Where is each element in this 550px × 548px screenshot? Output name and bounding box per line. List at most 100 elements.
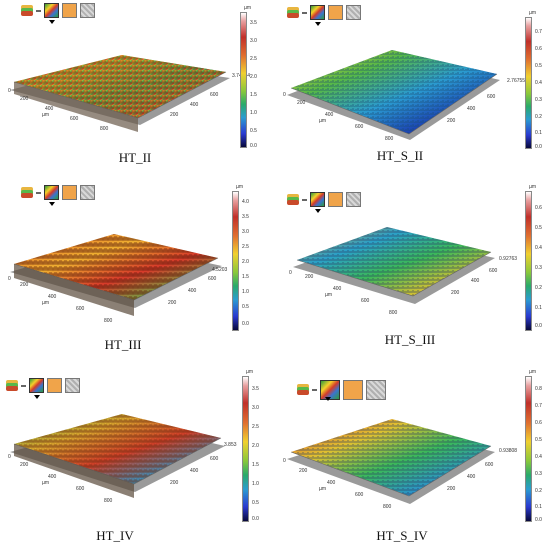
colorbar-tick: 0.4 <box>535 454 542 460</box>
colorbar-tick: 0.5 <box>250 128 257 134</box>
x-tick: 200 <box>299 468 308 474</box>
colorbar-tick: 0.0 <box>242 321 249 327</box>
flat-orange-thumb[interactable] <box>328 5 343 20</box>
colorbar-tick: 1.5 <box>252 462 259 468</box>
colorbar-tick: 1.0 <box>252 481 259 487</box>
origin-label: 0 <box>8 276 11 282</box>
layers-icon[interactable] <box>21 186 33 199</box>
x-tick: 600 <box>355 492 364 498</box>
colorbar-tick: 0.1 <box>535 305 542 311</box>
y-tick: 400 <box>471 278 480 284</box>
grayscale-thumb[interactable] <box>346 192 361 207</box>
origin-label: 0 <box>8 88 11 94</box>
y-tick: 600 <box>489 268 498 274</box>
panel-ht-iv: 3.853 200 400 600 800 µm 200 400 600 0 µ… <box>0 364 275 546</box>
x-tick: 400 <box>45 106 54 112</box>
panel-caption: HT_S_III <box>384 332 436 347</box>
y-tick: 400 <box>190 468 199 474</box>
colorbar <box>525 191 532 331</box>
separator-icon <box>36 191 41 194</box>
surface-3d-plot <box>293 227 495 304</box>
layers-icon[interactable] <box>6 379 18 392</box>
grayscale-thumb[interactable] <box>366 380 386 400</box>
separator-icon <box>302 11 307 14</box>
max-height-label: 0.93808 <box>499 448 518 454</box>
y-tick: 400 <box>467 106 476 112</box>
surface-map-thumb[interactable] <box>29 378 44 399</box>
view-toolbar <box>6 378 80 399</box>
y-tick: 600 <box>487 94 496 100</box>
colorbar-tick: 1.5 <box>242 274 249 280</box>
surface-map-thumb[interactable] <box>310 5 325 26</box>
colorbar-tick: 3.5 <box>242 214 249 220</box>
colorbar-tick: 3.0 <box>252 405 259 411</box>
colorbar-tick: 3.5 <box>250 20 257 26</box>
x-tick: 200 <box>305 274 314 280</box>
colorbar-tick: 3.0 <box>250 38 257 44</box>
panel-ht-ii: 3.74804 200 400 600 800 µm 200 400 600 0… <box>0 0 275 182</box>
colorbar-tick: 2.5 <box>252 424 259 430</box>
y-tick: 200 <box>170 112 179 118</box>
separator-icon <box>312 389 317 391</box>
x-tick: 800 <box>104 318 113 324</box>
panel-caption: HT_S_IV <box>376 528 428 543</box>
colorbar-unit: µm <box>529 369 537 375</box>
surface-map-thumb[interactable] <box>320 380 340 401</box>
colorbar-tick: 3.0 <box>242 229 249 235</box>
view-toolbar <box>21 185 95 206</box>
flat-orange-thumb[interactable] <box>62 3 77 18</box>
axis-unit: µm <box>42 480 50 486</box>
y-tick: 200 <box>168 300 177 306</box>
y-tick: 400 <box>467 474 476 480</box>
flat-orange-thumb[interactable] <box>343 380 363 400</box>
colorbar-tick: 0.5 <box>252 500 259 506</box>
colorbar-tick: 2.5 <box>242 244 249 250</box>
surface-map-thumb[interactable] <box>44 185 59 206</box>
surface-3d-plot <box>10 55 230 132</box>
x-tick: 800 <box>389 310 398 316</box>
surface-map-thumb[interactable] <box>44 3 59 24</box>
colorbar-tick: 0.6 <box>535 205 542 211</box>
x-tick: 200 <box>20 462 29 468</box>
colorbar-tick: 0.3 <box>535 265 542 271</box>
axis-unit: µm <box>42 112 50 118</box>
x-tick: 800 <box>104 498 113 504</box>
layers-icon[interactable] <box>287 193 299 206</box>
x-tick: 600 <box>361 298 370 304</box>
colorbar-tick: 0.7 <box>535 29 542 35</box>
grayscale-thumb[interactable] <box>80 185 95 200</box>
flat-orange-thumb[interactable] <box>47 378 62 393</box>
layers-icon[interactable] <box>21 4 33 17</box>
layers-icon[interactable] <box>287 6 299 19</box>
colorbar-tick: 0.6 <box>535 46 542 52</box>
colorbar-unit: µm <box>236 184 244 190</box>
y-tick: 600 <box>210 456 219 462</box>
view-toolbar <box>21 3 95 24</box>
colorbar-tick: 0.1 <box>535 130 542 136</box>
colorbar-tick: 0.1 <box>535 504 542 510</box>
x-tick: 400 <box>327 480 336 486</box>
x-tick: 200 <box>20 282 29 288</box>
colorbar-tick: 0.4 <box>535 80 542 86</box>
colorbar-tick: 0.0 <box>250 143 257 149</box>
colorbar-unit: µm <box>529 184 537 190</box>
surface-3d-plot <box>287 50 500 140</box>
colorbar-tick: 2.0 <box>252 443 259 449</box>
colorbar-tick: 0.5 <box>535 63 542 69</box>
panel-ht-s-iv: 0.93808 200 400 600 800 µm 200 400 600 0… <box>275 364 550 546</box>
flat-orange-thumb[interactable] <box>62 185 77 200</box>
grayscale-thumb[interactable] <box>346 5 361 20</box>
colorbar-tick: 1.0 <box>250 110 257 116</box>
layers-icon[interactable] <box>297 384 309 396</box>
surface-3d-plot <box>287 419 495 504</box>
grayscale-thumb[interactable] <box>65 378 80 393</box>
colorbar-unit: µm <box>244 5 252 11</box>
y-tick: 200 <box>447 486 456 492</box>
grayscale-thumb[interactable] <box>80 3 95 18</box>
view-toolbar <box>287 192 361 213</box>
y-tick: 200 <box>447 118 456 124</box>
flat-orange-thumb[interactable] <box>328 192 343 207</box>
colorbar-tick: 0.7 <box>535 403 542 409</box>
surface-map-thumb[interactable] <box>310 192 325 213</box>
colorbar-tick: 1.5 <box>250 92 257 98</box>
